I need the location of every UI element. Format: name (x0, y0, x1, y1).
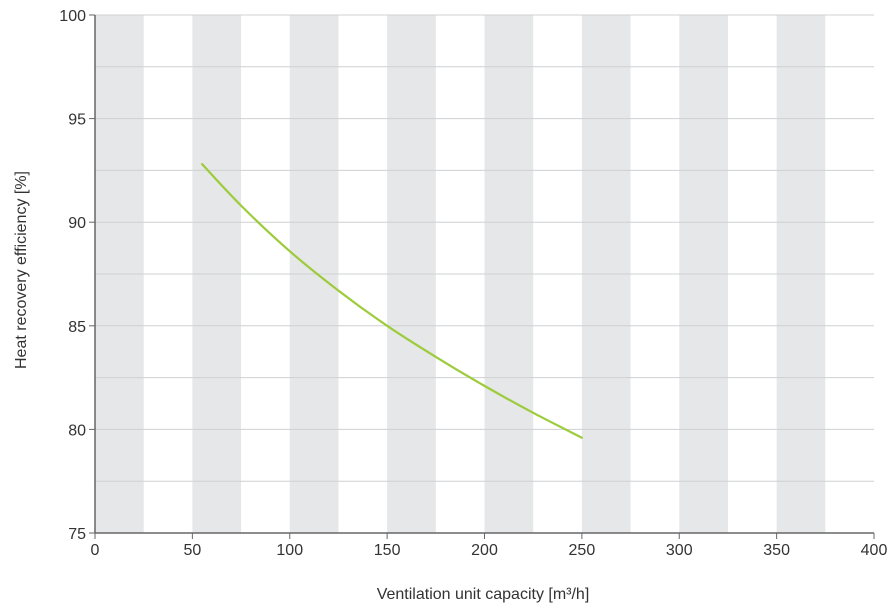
x-tick-label: 0 (91, 542, 100, 559)
y-tick-label: 100 (59, 8, 86, 25)
x-tick-label: 300 (666, 542, 693, 559)
x-tick-label: 250 (569, 542, 596, 559)
x-tick-label: 200 (471, 542, 498, 559)
y-tick-label: 75 (68, 526, 86, 543)
x-tick-label: 100 (276, 542, 303, 559)
y-tick-label: 85 (68, 319, 86, 336)
x-tick-label: 350 (763, 542, 790, 559)
x-tick-label: 50 (183, 542, 201, 559)
x-axis-ticks: 0 50 100 150 200 250 300 350 400 (91, 533, 888, 559)
y-tick-label: 90 (68, 215, 86, 232)
series-layer (201, 163, 583, 439)
x-tick-label: 150 (374, 542, 401, 559)
y-tick-label: 80 (68, 422, 86, 439)
horizontal-gridlines (95, 14, 874, 482)
y-tick-label: 95 (68, 112, 86, 129)
efficiency-curve (201, 163, 583, 439)
y-axis-label: Heat recovery efficiency [%] (13, 171, 30, 369)
y-axis-ticks: 75 80 85 90 95 100 (59, 8, 95, 543)
x-tick-label: 400 (861, 542, 888, 559)
x-axis-label: Ventilation unit capacity [m³/h] (377, 586, 590, 603)
